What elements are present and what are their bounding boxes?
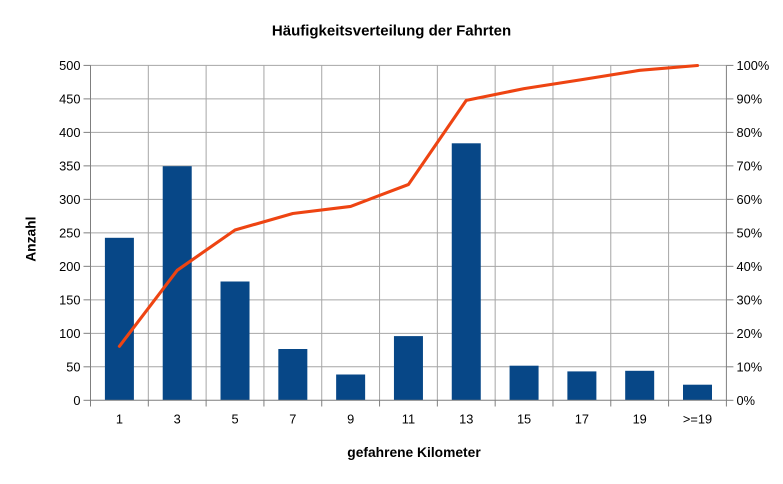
svg-text:100: 100 bbox=[59, 326, 80, 341]
svg-text:200: 200 bbox=[59, 259, 80, 274]
svg-text:30%: 30% bbox=[737, 293, 763, 308]
svg-text:150: 150 bbox=[59, 293, 80, 308]
svg-text:15: 15 bbox=[517, 411, 531, 426]
svg-text:500: 500 bbox=[59, 58, 80, 73]
svg-text:250: 250 bbox=[59, 226, 80, 241]
svg-text:3: 3 bbox=[174, 411, 181, 426]
svg-text:80%: 80% bbox=[737, 125, 763, 140]
svg-text:450: 450 bbox=[59, 92, 80, 107]
svg-text:0%: 0% bbox=[737, 393, 756, 408]
svg-text:>=19: >=19 bbox=[683, 411, 712, 426]
svg-text:Häufigkeitsverteilung der Fahr: Häufigkeitsverteilung der Fahrten bbox=[272, 22, 511, 39]
svg-text:Anzahl: Anzahl bbox=[23, 217, 38, 262]
svg-text:9: 9 bbox=[347, 411, 354, 426]
svg-text:17: 17 bbox=[575, 411, 589, 426]
svg-text:19: 19 bbox=[633, 411, 647, 426]
svg-text:0: 0 bbox=[73, 393, 80, 408]
svg-text:gefahrene Kilometer: gefahrene Kilometer bbox=[347, 445, 481, 460]
svg-text:10%: 10% bbox=[737, 360, 763, 375]
svg-text:90%: 90% bbox=[737, 92, 763, 107]
svg-text:100%: 100% bbox=[737, 58, 770, 73]
svg-text:40%: 40% bbox=[737, 259, 763, 274]
svg-text:5: 5 bbox=[231, 411, 238, 426]
svg-text:13: 13 bbox=[459, 411, 473, 426]
svg-text:11: 11 bbox=[402, 411, 415, 426]
svg-text:300: 300 bbox=[59, 192, 80, 207]
svg-text:60%: 60% bbox=[737, 192, 763, 207]
svg-text:50%: 50% bbox=[737, 226, 763, 241]
svg-text:350: 350 bbox=[59, 159, 80, 174]
svg-text:1: 1 bbox=[116, 411, 123, 426]
svg-text:20%: 20% bbox=[737, 326, 763, 341]
svg-text:400: 400 bbox=[59, 125, 80, 140]
svg-text:50: 50 bbox=[66, 360, 80, 375]
svg-text:7: 7 bbox=[289, 411, 296, 426]
svg-text:70%: 70% bbox=[737, 159, 763, 174]
